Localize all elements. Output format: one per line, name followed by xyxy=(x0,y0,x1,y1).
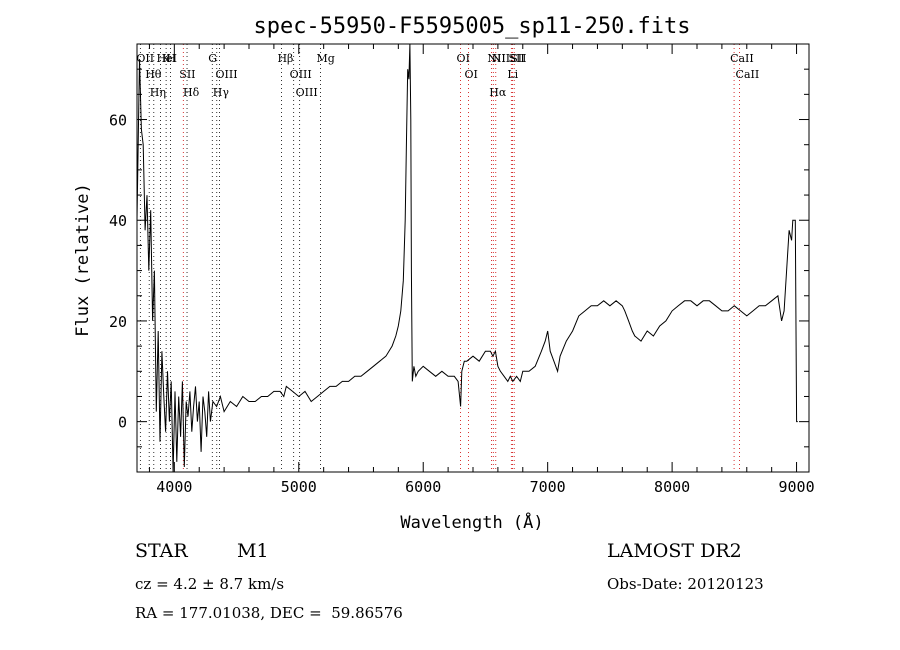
line-label: SII xyxy=(179,68,195,81)
line-label: CaII xyxy=(730,52,754,65)
line-label: SII xyxy=(508,52,524,65)
sky-coordinates: RA = 177.01038, DEC = 59.86576 xyxy=(135,604,403,622)
line-label: Hγ xyxy=(213,86,230,99)
y-axis-label: Flux (relative) xyxy=(73,183,93,337)
line-label: HeI xyxy=(157,52,177,65)
line-label: OIII xyxy=(290,68,312,81)
x-tick-label: 6000 xyxy=(405,478,441,496)
plot-frame xyxy=(136,43,810,473)
line-label: G xyxy=(208,52,217,65)
y-tick-label: 0 xyxy=(118,414,127,432)
x-tick-label: 5000 xyxy=(281,478,317,496)
line-label: Hδ xyxy=(183,86,200,99)
x-tick-label: 4000 xyxy=(156,478,192,496)
line-label: K xyxy=(162,52,171,65)
line-label: OIII xyxy=(216,68,238,81)
line-label: OI xyxy=(465,68,478,81)
line-label: Hθ xyxy=(145,68,162,81)
survey-name: LAMOST DR2 xyxy=(607,540,742,562)
line-label: SII xyxy=(510,52,526,65)
x-axis-ticks: 4000 5000 6000 7000 8000 9000 xyxy=(148,44,815,496)
line-label: NII xyxy=(487,52,505,65)
y-tick-label: 40 xyxy=(109,212,127,230)
line-label: Hβ xyxy=(277,52,293,65)
line-label: OIII xyxy=(296,86,318,99)
line-label: H xyxy=(166,52,176,65)
chart-title: spec-55950-F5595005_sp11-250.fits xyxy=(253,14,690,39)
object-subclass: M1 xyxy=(237,540,269,562)
y-axis-ticks: 0 20 40 60 xyxy=(109,68,809,473)
line-label: Mg xyxy=(317,52,335,65)
line-label: CaII xyxy=(736,68,760,81)
line-label: Li xyxy=(507,68,518,81)
spectrum-series-line xyxy=(136,43,798,473)
line-label: Hη xyxy=(150,86,166,99)
y-tick-label: 20 xyxy=(109,313,127,331)
spectral-line-markers xyxy=(139,44,740,472)
line-label: Hα xyxy=(489,86,507,99)
x-tick-label: 8000 xyxy=(654,478,690,496)
x-axis-label: Wavelength (Å) xyxy=(400,511,543,533)
x-tick-label: 9000 xyxy=(778,478,814,496)
line-label: NII xyxy=(492,52,510,65)
x-tick-label: 7000 xyxy=(530,478,566,496)
line-label: OII xyxy=(136,52,154,65)
observation-date: Obs-Date: 20120123 xyxy=(607,575,764,593)
y-tick-label: 60 xyxy=(109,112,127,130)
line-label: OI xyxy=(457,52,470,65)
object-class: STAR xyxy=(135,540,188,562)
redshift-velocity: cz = 4.2 ± 8.7 km/s xyxy=(135,575,285,593)
